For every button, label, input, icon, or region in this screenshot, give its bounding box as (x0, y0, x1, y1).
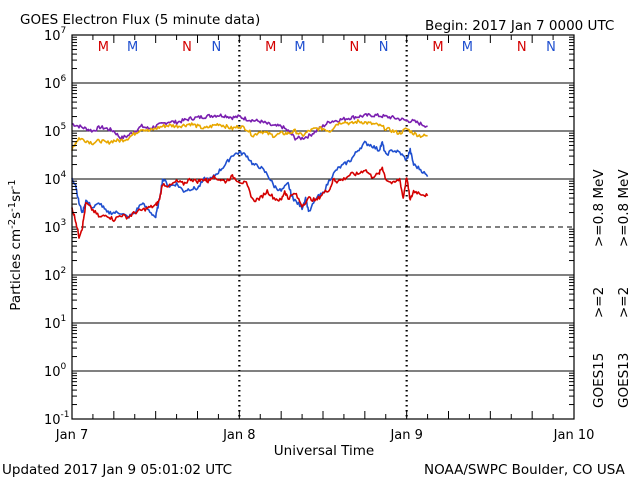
local-time-marker: M (98, 40, 109, 55)
local-time-marker: N (379, 40, 389, 55)
legend-group-label: GOES15 (591, 353, 607, 408)
begin-time: Begin: 2017 Jan 7 0000 UTC (425, 18, 614, 34)
legend-group-label: GOES13 (616, 353, 632, 408)
plot-frame (71, 34, 575, 420)
legend-2mev: >=2 (591, 287, 607, 318)
local-time-marker: M (432, 40, 443, 55)
series-line (71, 140, 429, 219)
y-tick-label: 100 (44, 362, 67, 380)
local-time-marker: N (546, 40, 556, 55)
updated-time: Updated 2017 Jan 9 05:01:02 UTC (2, 462, 232, 478)
chart-title: GOES Electron Flux (5 minute data) (20, 12, 260, 28)
y-tick-label: 104 (44, 170, 67, 188)
local-time-marker: N (211, 40, 221, 55)
local-time-marker: M (127, 40, 138, 55)
x-tick-label: Jan 7 (55, 428, 88, 443)
legend-08mev: >=0.8 MeV (591, 169, 607, 247)
series-line (71, 119, 428, 151)
series-line (71, 112, 428, 141)
x-tick-label: Jan 9 (389, 428, 422, 443)
local-time-marker: N (350, 40, 360, 55)
local-time-marker: M (265, 40, 276, 55)
y-tick-label: 107 (44, 26, 66, 44)
credit-label: NOAA/SWPC Boulder, CO USA (424, 462, 626, 478)
local-time-marker: N (517, 40, 527, 55)
y-tick-label: 103 (44, 218, 66, 236)
series-line (71, 166, 429, 239)
y-tick-label: 10-1 (44, 410, 70, 428)
y-tick-label: 105 (44, 122, 66, 140)
local-time-marker: N (182, 40, 192, 55)
legend-08mev: >=0.8 MeV (616, 169, 632, 247)
x-axis-title: Universal Time (274, 443, 374, 459)
local-time-marker: M (462, 40, 473, 55)
y-tick-label: 101 (44, 314, 66, 332)
y-tick-label: 106 (44, 74, 67, 92)
x-tick-label: Jan 8 (222, 428, 255, 443)
y-tick-label: 102 (44, 266, 66, 284)
y-axis-title: Particles cm-2s-1sr-1 (7, 179, 25, 310)
x-tick-label: Jan 10 (553, 428, 595, 443)
legend-2mev: >=2 (616, 287, 632, 318)
local-time-marker: M (294, 40, 305, 55)
